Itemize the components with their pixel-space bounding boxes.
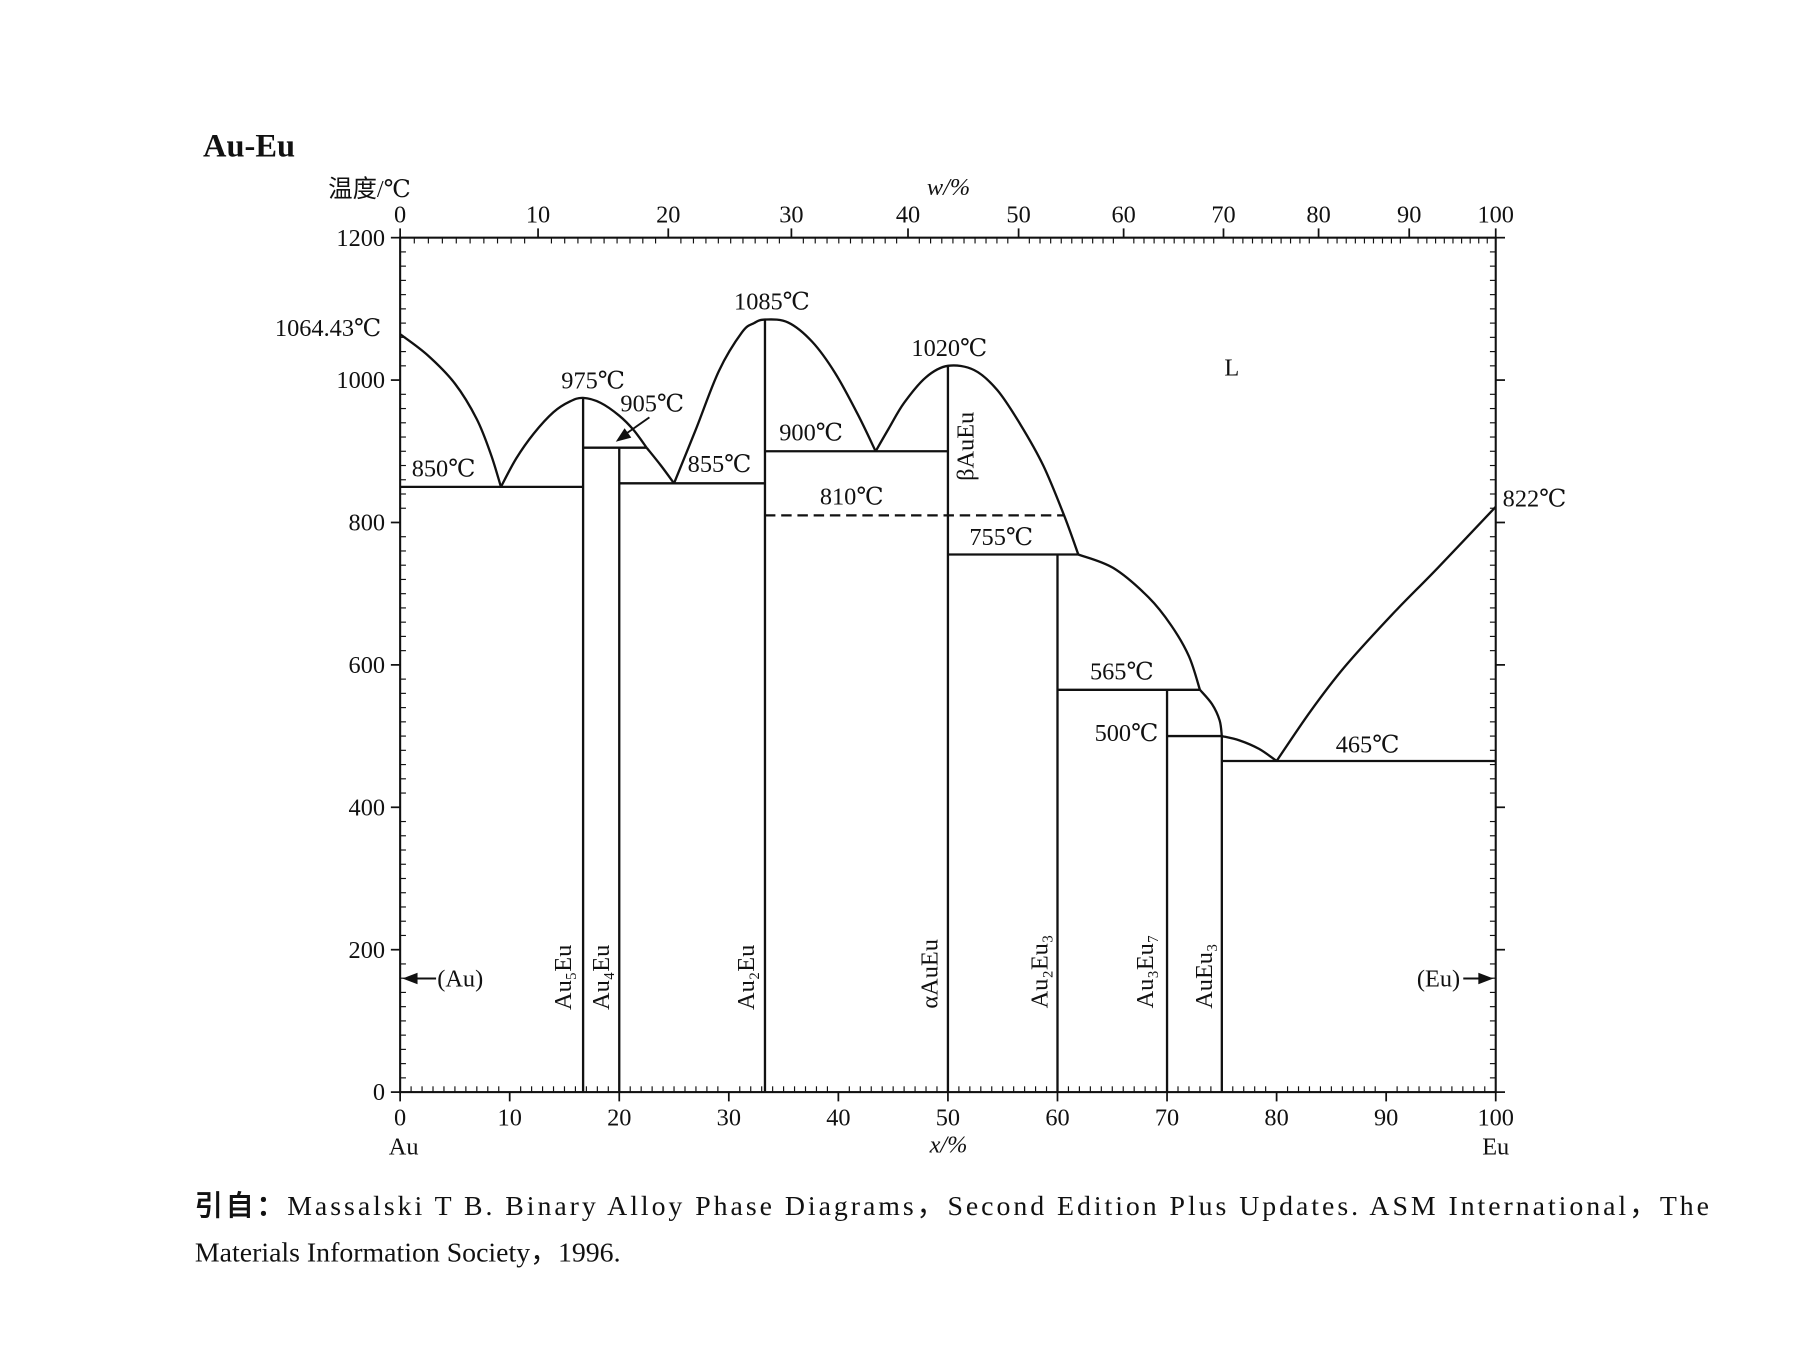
caption-line-1: 引自： Massalski T B. Binary Alloy Phase Dia… bbox=[195, 1190, 1709, 1222]
x-tick-label: 90 bbox=[1374, 1105, 1398, 1132]
x-tick-label: 0 bbox=[394, 1105, 406, 1132]
y-tick-label: 200 bbox=[349, 937, 386, 964]
liquidus-curve bbox=[399, 333, 503, 488]
liquidus-curve bbox=[645, 446, 675, 485]
x-tick-label: 50 bbox=[936, 1105, 960, 1132]
liquidus-curve bbox=[1221, 734, 1278, 762]
phase-label-eu-solid: (Eu) bbox=[1417, 966, 1460, 993]
x-axis-label: x/% bbox=[929, 1131, 968, 1158]
annotation-au5eu-melting: 975℃ bbox=[561, 367, 625, 394]
annotation-au2eu-melting: 1085℃ bbox=[734, 289, 810, 316]
x-tick-label: 30 bbox=[717, 1105, 741, 1132]
x2-tick-label: 10 bbox=[526, 202, 550, 229]
eu-solid-arrowhead bbox=[1478, 972, 1494, 985]
annotation-900: 900℃ bbox=[779, 420, 843, 447]
annotation-565: 565℃ bbox=[1090, 658, 1154, 685]
y-tick-label: 1000 bbox=[336, 367, 385, 394]
compound-label-au2eu: Au₂Eu bbox=[733, 945, 760, 1010]
y-tick-label: 1200 bbox=[336, 225, 385, 252]
phase-label-liquid: L bbox=[1224, 355, 1239, 382]
caption-prefix: 引自： bbox=[195, 1190, 284, 1222]
y-tick-label: 800 bbox=[349, 510, 386, 537]
liquidus-curve bbox=[672, 318, 877, 484]
x-tick-label: 80 bbox=[1264, 1105, 1288, 1132]
annotation-500: 500℃ bbox=[1095, 720, 1159, 747]
x2-tick-label: 80 bbox=[1306, 202, 1330, 229]
x2-tick-label: 20 bbox=[656, 202, 680, 229]
x2-tick-label: 60 bbox=[1111, 202, 1135, 229]
liquidus-curve bbox=[1275, 506, 1497, 762]
chart-title: Au-Eu bbox=[203, 129, 295, 165]
x-tick-label: 70 bbox=[1155, 1105, 1179, 1132]
liquidus-curve bbox=[499, 396, 648, 488]
x2-tick-label: 0 bbox=[394, 202, 406, 229]
compound-label-au2eu3: Au₂Eu₃ bbox=[1026, 935, 1053, 1009]
annotation-905: 905℃ bbox=[620, 391, 684, 418]
y-axis-label: 温度/℃ bbox=[328, 176, 411, 203]
y-tick-label: 600 bbox=[349, 652, 386, 679]
caption-line-2: Materials Information Society，1996. bbox=[195, 1237, 621, 1268]
annotation-aueu-melting: 1020℃ bbox=[911, 335, 987, 362]
x2-tick-label: 40 bbox=[896, 202, 920, 229]
compound-label-au5eu: Au₅Eu bbox=[550, 945, 577, 1010]
caption-line-1-text: Massalski T B. Binary Alloy Phase Diagra… bbox=[287, 1191, 1709, 1222]
compound-label-alpha-aueu: αAuEu bbox=[916, 939, 943, 1009]
x-tick-label: 10 bbox=[498, 1105, 522, 1132]
annotation-eu-melting: 822℃ bbox=[1503, 486, 1567, 513]
annotation-855: 855℃ bbox=[688, 451, 752, 478]
x-end-label-right: Eu bbox=[1482, 1134, 1509, 1161]
annotation-810: 810℃ bbox=[820, 483, 884, 510]
compound-label-beta-aueu: βAuEu bbox=[952, 412, 979, 481]
annotation-465: 465℃ bbox=[1336, 731, 1400, 758]
compound-label-aueu3: AuEu₃ bbox=[1191, 944, 1218, 1009]
x2-tick-label: 70 bbox=[1211, 202, 1235, 229]
au-solid-arrowhead bbox=[402, 972, 418, 985]
x2-tick-label: 30 bbox=[779, 202, 803, 229]
liquidus-curve bbox=[1077, 553, 1202, 691]
compound-label-au3eu7: Au₃Eu₇ bbox=[1132, 935, 1159, 1009]
pointer-905-arrowhead bbox=[615, 428, 632, 442]
x2-tick-label: 50 bbox=[1006, 202, 1030, 229]
annotation-au-melting: 1064.43℃ bbox=[275, 315, 381, 342]
x-end-label-left: Au bbox=[389, 1134, 419, 1161]
liquidus-curve bbox=[1199, 689, 1223, 737]
x2-tick-label: 100 bbox=[1477, 202, 1514, 229]
y-tick-label: 0 bbox=[373, 1079, 385, 1106]
x-tick-label: 60 bbox=[1045, 1105, 1069, 1132]
liquidus-curve bbox=[874, 364, 1080, 555]
phase-label-au-solid: (Au) bbox=[437, 966, 483, 993]
y-tick-label: 400 bbox=[349, 794, 386, 821]
x2-tick-label: 90 bbox=[1397, 202, 1421, 229]
diagram-marks bbox=[390, 228, 1505, 1102]
annotation-850: 850℃ bbox=[412, 455, 476, 482]
x-tick-label: 20 bbox=[607, 1105, 631, 1132]
x2-axis-label: w/% bbox=[927, 174, 970, 201]
compound-label-au4eu: Au₄Eu bbox=[588, 945, 615, 1010]
annotation-755: 755℃ bbox=[969, 524, 1033, 551]
pointer-905-shaft bbox=[625, 416, 650, 435]
x-tick-label: 100 bbox=[1477, 1105, 1514, 1132]
x-tick-label: 40 bbox=[826, 1105, 850, 1132]
